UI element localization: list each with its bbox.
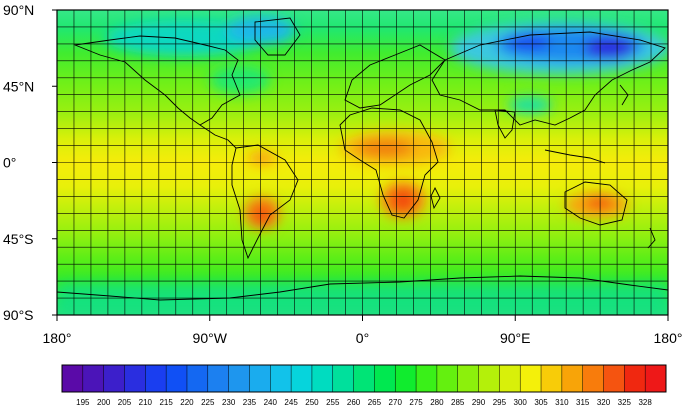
colorbar-label: 205: [118, 398, 132, 407]
colorbar-box: [249, 365, 271, 392]
colorbar-label: 230: [222, 398, 236, 407]
colorbar-box: [374, 365, 396, 392]
colorbar-label: 280: [430, 398, 444, 407]
colorbar-label: 270: [389, 398, 403, 407]
x-tick-label: 0°: [356, 330, 369, 346]
y-tick-label: 45°S: [3, 231, 34, 247]
colorbar-box: [353, 365, 375, 392]
colorbar-box: [82, 365, 104, 392]
colorbar-box: [603, 365, 625, 392]
colorbar-box: [416, 365, 438, 392]
colorbar-label: 290: [472, 398, 486, 407]
colorbar-box: [228, 365, 250, 392]
colorbar-label: 250: [305, 398, 319, 407]
x-tick-label: 180°: [43, 330, 72, 346]
y-tick-label: 0°: [3, 155, 16, 171]
colorbar-label: 220: [180, 398, 194, 407]
colorbar-box: [582, 365, 604, 392]
colorbar-label: 210: [139, 398, 153, 407]
y-tick-label: 45°N: [3, 78, 34, 94]
lat-lon-grid: [57, 10, 668, 315]
x-tick-label: 90°W: [193, 330, 228, 346]
colorbar-label: 245: [284, 398, 298, 407]
colorbar-box: [457, 365, 479, 392]
colorbar-label: 325: [618, 398, 632, 407]
colorbar-label: 195: [76, 398, 90, 407]
colorbar-label: 310: [555, 398, 569, 407]
colorbar-label: 255: [326, 398, 340, 407]
colorbar-box: [499, 365, 521, 392]
colorbar-box: [332, 365, 354, 392]
colorbar-box: [166, 365, 188, 392]
colorbar-box: [186, 365, 209, 392]
colorbar-label: 315: [576, 398, 590, 407]
colorbar-label: 215: [159, 398, 173, 407]
colorbar-box: [207, 365, 229, 392]
axis-ticks: 90°N 45°N 0° 45°S 90°S 180° 90°W 0° 90°E 180°: [3, 2, 682, 346]
colorbar-label: 225: [201, 398, 215, 407]
y-tick-label: 90°S: [3, 307, 34, 323]
colorbar-label: 275: [409, 398, 423, 407]
colorbar-label: 285: [451, 398, 465, 407]
colorbar-box: [395, 365, 417, 392]
colorbar-label: 305: [534, 398, 548, 407]
colorbar-box: [541, 365, 563, 392]
colorbar-label: 320: [597, 398, 611, 407]
x-tick-label: 180°: [654, 330, 683, 346]
colorbar-box: [624, 365, 646, 392]
colorbar-box: [291, 365, 313, 392]
colorbar-label: 260: [347, 398, 361, 407]
colorbar-box: [145, 365, 167, 392]
colorbar-box: [520, 365, 542, 392]
colorbar-frame: [61, 364, 667, 393]
colorbar-box: [645, 365, 667, 392]
y-tick-label: 90°N: [3, 2, 34, 18]
colorbar-label: 328: [638, 398, 652, 407]
colorbar-box: [103, 365, 125, 392]
colorbar-box: [62, 365, 84, 392]
colorbar: 195 200 205 210 215 220 225 230 235 240 245 250 255 2…: [61, 364, 667, 407]
colorbar-label: 265: [368, 398, 382, 407]
colorbar-box: [124, 365, 146, 392]
colorbar-label: 240: [264, 398, 278, 407]
colorbar-box: [561, 365, 583, 392]
colorbar-box: [311, 365, 334, 392]
colorbar-label: 295: [493, 398, 507, 407]
colorbar-box: [478, 365, 500, 392]
x-tick-label: 90°E: [500, 330, 531, 346]
colorbar-label: 300: [514, 398, 528, 407]
colorbar-label: 200: [97, 398, 111, 407]
colorbar-label: 235: [243, 398, 257, 407]
colorbar-box: [436, 365, 459, 392]
colorbar-box: [270, 365, 292, 392]
